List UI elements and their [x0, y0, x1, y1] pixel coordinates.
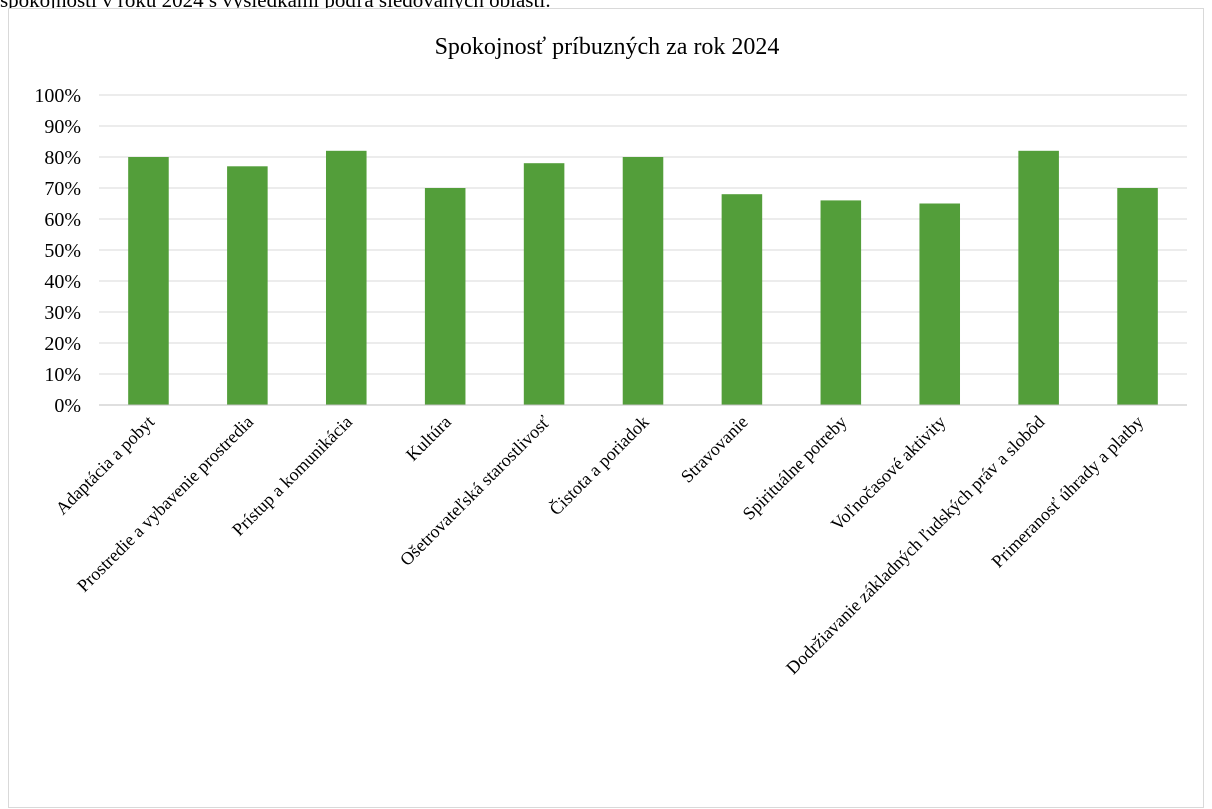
- bar-9: [919, 203, 961, 405]
- bar-1: [128, 157, 169, 405]
- y-tick-label-20-percent: 20%: [44, 333, 81, 355]
- y-tick-label-100-percent: 100%: [34, 85, 81, 107]
- clipped-intro-text: spokojnosti v roku 2024 s výsledkami pod…: [0, 0, 1212, 10]
- clipped-intro-text-content: spokojnosti v roku 2024 s výsledkami pod…: [0, 0, 551, 10]
- chart-title: Spokojnosť príbuzných za rok 2024: [435, 34, 780, 60]
- x-tick-label-6: Čistota a poriadok: [545, 411, 653, 519]
- y-tick-label-10-percent: 10%: [44, 364, 81, 386]
- bar-10: [1018, 150, 1059, 405]
- y-tick-label-60-percent: 60%: [44, 209, 81, 231]
- y-tick-label-70-percent: 70%: [44, 178, 81, 200]
- bar-5: [523, 163, 565, 405]
- chart-frame: Spokojnosť príbuzných za rok 2024 0% 10% 2…: [8, 8, 1204, 808]
- grid-layer: [99, 94, 1187, 375]
- bar-3: [325, 150, 367, 405]
- bar-6: [622, 157, 664, 405]
- bar-8: [820, 200, 862, 405]
- bar-4: [424, 188, 466, 405]
- bars-layer: [128, 150, 1158, 405]
- bar-2: [227, 166, 268, 405]
- y-tick-label-30-percent: 30%: [44, 302, 81, 324]
- y-tick-label-80-percent: 80%: [44, 147, 81, 169]
- bar-chart: Spokojnosť príbuzných za rok 2024 0% 10% 2…: [34, 34, 1187, 678]
- y-tick-label-40-percent: 40%: [44, 271, 81, 293]
- bar-11: [1117, 188, 1158, 405]
- bar-7: [721, 194, 763, 405]
- x-tick-label-8: Spirituálne potreby: [739, 412, 851, 524]
- axis-layer: 0% 10% 20% 30% 40% 50% 60% 70% 80% 90% 100%: [34, 85, 1187, 417]
- x-tick-label-1: Adaptácia a pobyt: [52, 412, 159, 519]
- y-tick-label-50-percent: 50%: [44, 240, 81, 262]
- x-tick-label-7: Stravovanie: [677, 412, 752, 487]
- x-tick-label-4: Kultúra: [402, 412, 455, 465]
- y-tick-label-90-percent: 90%: [44, 116, 81, 138]
- y-tick-label-0-percent: 0%: [54, 395, 81, 417]
- x-tick-label-2: Prostredie a vybavenie prostredia: [73, 412, 257, 596]
